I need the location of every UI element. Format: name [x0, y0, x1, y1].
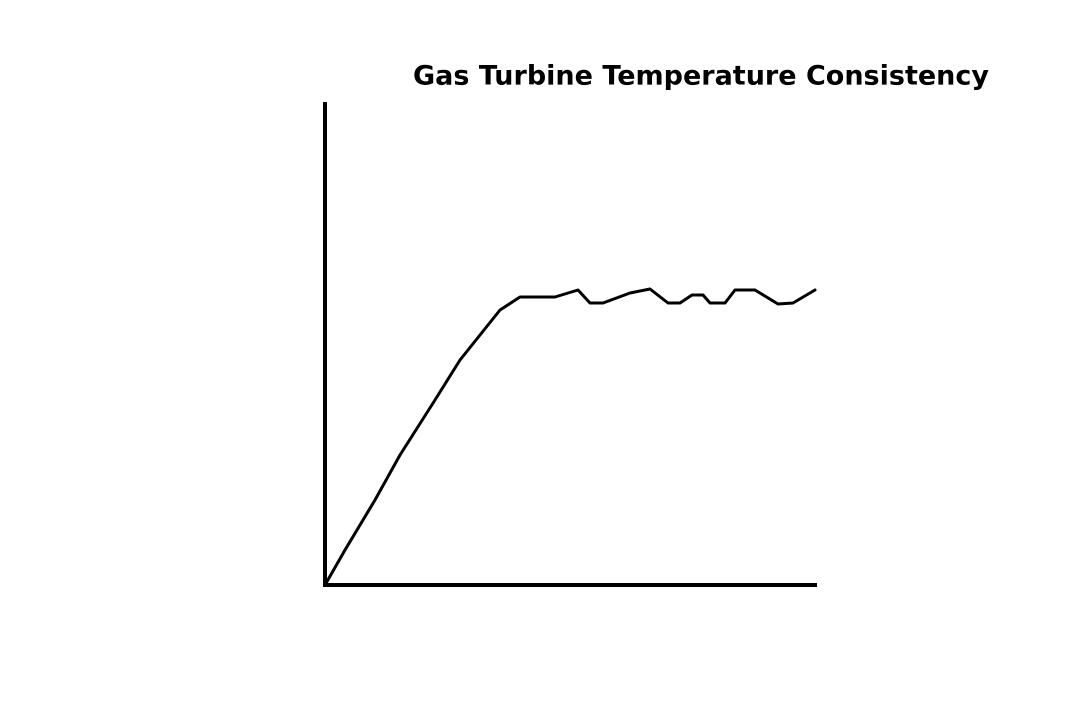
data-line — [323, 287, 817, 587]
chart-title: Gas Turbine Temperature Consistency — [413, 61, 989, 92]
